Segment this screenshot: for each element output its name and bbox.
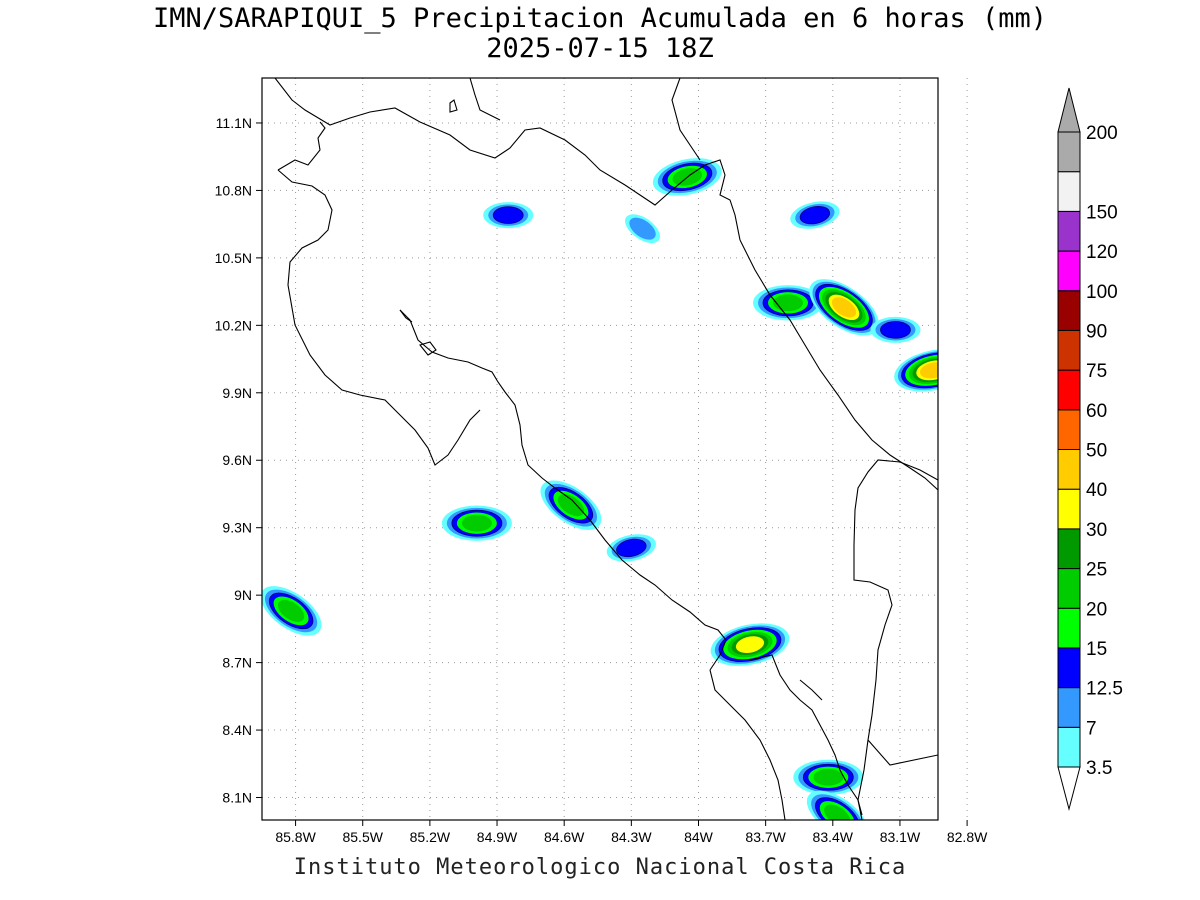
precip-contour-12-5 xyxy=(799,206,831,225)
graticule xyxy=(262,78,968,820)
colorbar-label: 7 xyxy=(1086,718,1097,739)
latitude-labels: 11.1N 10.8N 10.5N 10.2N 9.9N 9.6N 9.3N 9N 8.7N 8.… xyxy=(215,115,262,806)
precip-cell xyxy=(441,505,512,541)
lon-tick-label: 82.8W xyxy=(947,829,988,845)
lon-tick-label: 83.7W xyxy=(745,829,786,845)
colorbar-swatch xyxy=(1057,409,1081,450)
precip-contour-40 xyxy=(831,297,857,318)
precip-cell xyxy=(753,285,824,321)
lat-tick-label: 11.1N xyxy=(216,115,252,131)
map-panel: 11.1N 10.8N 10.5N 10.2N 9.9N 9.6N 9.3N 9N 8.7N 8.… xyxy=(215,77,988,845)
colorbar-swatch xyxy=(1057,607,1081,649)
lon-tick-label: 83.4W xyxy=(813,829,854,845)
precip-contour-20 xyxy=(461,514,492,532)
colorbar-label: 60 xyxy=(1086,401,1107,422)
colorbar-swatch xyxy=(1057,171,1081,212)
precip-contour-7 xyxy=(629,217,656,240)
colorbar-swatch xyxy=(1057,528,1081,570)
colorbar-label: 40 xyxy=(1086,480,1107,501)
precip-cell xyxy=(894,349,938,392)
colorbar-swatch xyxy=(1057,290,1081,331)
colorbar-min-triangle xyxy=(1057,766,1081,811)
precip-cell xyxy=(790,201,840,229)
lon-tick-label: 84.9W xyxy=(477,829,518,845)
colorbar-swatch xyxy=(1057,329,1081,371)
precip-cell xyxy=(806,790,868,820)
lon-tick-label: 85.2W xyxy=(410,829,451,845)
lat-tick-label: 9.6N xyxy=(222,452,252,468)
colorbar-swatch xyxy=(1057,369,1081,411)
colorbar-label: 120 xyxy=(1086,242,1118,263)
lat-tick-label: 8.7N xyxy=(222,655,252,671)
lon-tick-label: 84.3W xyxy=(611,829,652,845)
precipitation-field xyxy=(262,158,938,820)
colorbar-label: 200 xyxy=(1086,123,1118,144)
map-subtitle-date: 2025-07-15 18Z xyxy=(486,33,714,64)
colorbar-label: 12.5 xyxy=(1086,679,1123,700)
colorbar-label: 20 xyxy=(1086,599,1107,620)
colorbar-swatch xyxy=(1057,131,1081,173)
precip-contour-12-5 xyxy=(880,321,911,339)
lat-tick-label: 8.1N xyxy=(222,790,252,806)
colorbar-max-triangle xyxy=(1057,87,1081,133)
precip-cell xyxy=(483,202,534,229)
colorbar-swatch xyxy=(1057,488,1081,530)
colorbar-swatch xyxy=(1057,647,1081,689)
colorbar-swatch xyxy=(1057,568,1081,609)
colorbar-swatch xyxy=(1057,250,1081,292)
lon-tick-label: 85.8W xyxy=(275,829,316,845)
lon-tick-label: 84W xyxy=(684,829,714,845)
longitude-labels: 85.8W 85.5W 85.2W 84.9W 84.6W 84.3W 84W 83.7W 83… xyxy=(275,820,988,845)
colorbar-label: 3.5 xyxy=(1086,758,1112,779)
precip-contour-20 xyxy=(813,768,844,786)
colorbar: 3.5 7 12.5 15 20 25 30 40 50 60 75 90 100 120 150 200 xyxy=(1057,87,1123,811)
precip-contour-12-5 xyxy=(616,538,647,558)
colorbar-swatch xyxy=(1057,687,1081,728)
lon-tick-label: 85.5W xyxy=(342,829,383,845)
precip-cell xyxy=(540,480,602,530)
precip-cell xyxy=(625,214,661,244)
precip-contour-40 xyxy=(919,362,938,379)
credit-footer: Instituto Meteorologico Nacional Costa R… xyxy=(293,855,907,880)
colorbar-label: 25 xyxy=(1086,560,1107,581)
precip-cell xyxy=(809,279,879,336)
precip-contour-30 xyxy=(735,636,765,653)
lat-tick-label: 8.4N xyxy=(222,722,252,738)
precip-cell xyxy=(606,534,656,562)
precip-cell xyxy=(793,759,864,795)
colorbar-label: 150 xyxy=(1086,202,1118,223)
lat-tick-label: 10.5N xyxy=(215,250,252,266)
precip-contour-20 xyxy=(277,599,305,622)
precip-contour-20 xyxy=(824,804,851,820)
precip-cell xyxy=(870,316,921,343)
precip-contour-12-5 xyxy=(492,206,524,224)
precip-cell xyxy=(262,586,322,636)
lon-tick-label: 83.1W xyxy=(880,829,921,845)
map-background xyxy=(262,78,938,820)
map-frame xyxy=(261,77,939,821)
precip-contour-20 xyxy=(557,494,585,517)
colorbar-label: 90 xyxy=(1086,321,1107,342)
colorbar-label: 50 xyxy=(1086,441,1107,462)
lon-tick-label: 84.6W xyxy=(544,829,585,845)
lat-tick-label: 10.8N xyxy=(215,182,252,198)
lat-tick-label: 9.3N xyxy=(222,520,252,536)
coastlines-borders xyxy=(274,78,938,820)
colorbar-swatch xyxy=(1057,210,1081,252)
colorbar-label: 15 xyxy=(1086,639,1107,660)
colorbar-label: 75 xyxy=(1086,361,1107,382)
map-title: IMN/SARAPIQUI_5 Precipitacion Acumulada … xyxy=(152,3,1048,34)
colorbar-swatch xyxy=(1057,449,1081,490)
lat-tick-label: 9N xyxy=(234,587,252,603)
colorbar-label: 30 xyxy=(1086,520,1107,541)
lat-tick-label: 9.9N xyxy=(222,385,252,401)
precip-contour-20 xyxy=(773,294,804,312)
colorbar-swatch xyxy=(1057,726,1081,768)
lat-tick-label: 10.2N xyxy=(215,317,252,333)
colorbar-label: 100 xyxy=(1086,282,1118,303)
